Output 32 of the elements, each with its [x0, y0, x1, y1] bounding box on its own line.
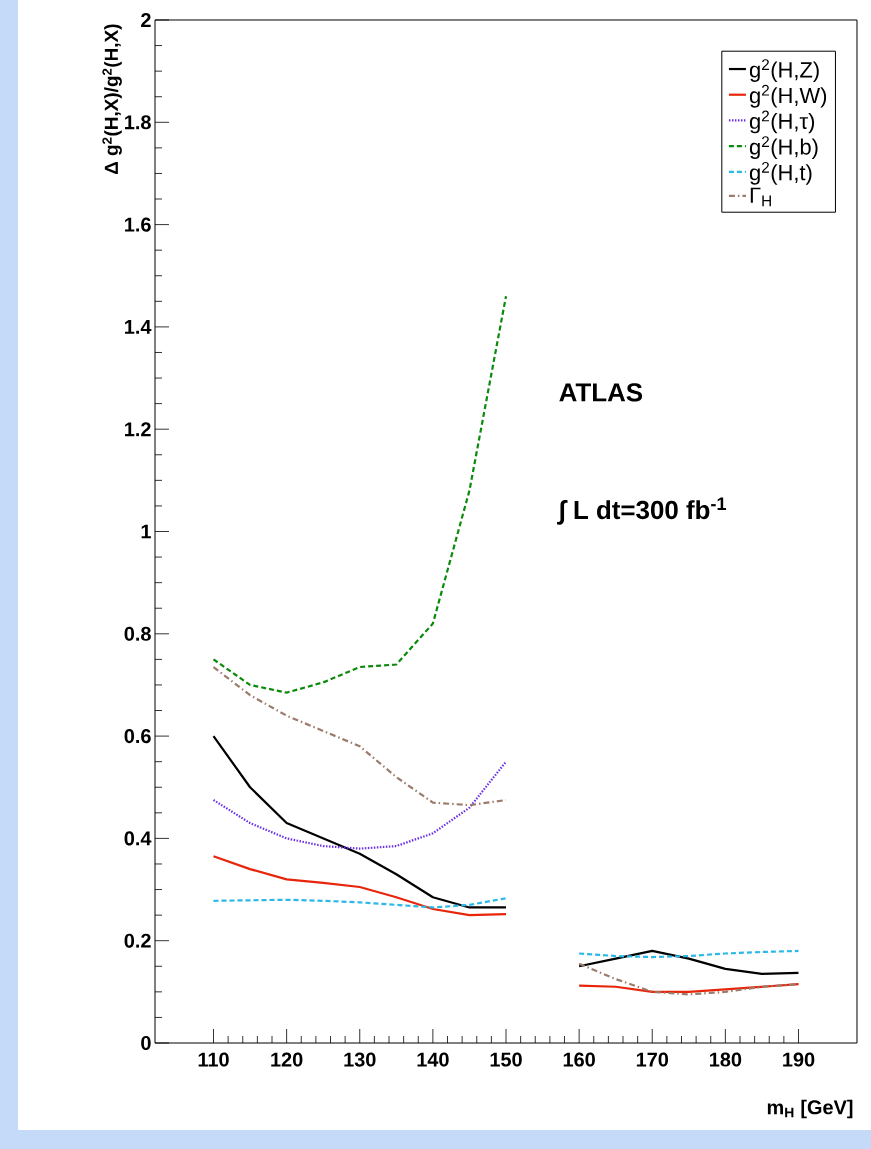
y-tick-label: 2: [141, 13, 151, 27]
annotation: ∫ L dt=300 fb$^{-1}$: [557, 497, 727, 525]
x-tick-label: 120: [271, 1052, 303, 1067]
x-tick-label: 160: [563, 1052, 595, 1067]
x-tick-label: 170: [636, 1052, 669, 1067]
y-tick-label: 0.8: [124, 626, 151, 641]
x-tick-label: 110: [198, 1052, 229, 1067]
legend-label: Γ$_{H}$: [750, 187, 771, 207]
line-series: [212, 295, 508, 694]
y-axis-title: Δ g$^{2}$(H,X)/g$^{2}$(H,X): [102, 24, 122, 175]
y-tick-label: 0.4: [124, 831, 152, 846]
x-tick-label: 150: [490, 1052, 522, 1067]
legend-label: g$^{2}$(H,b): [749, 136, 818, 160]
line-series: [212, 760, 508, 850]
x-axis-title: m$_{H}$ [GeV]: [767, 1099, 853, 1119]
y-tick-label: 0.6: [124, 729, 151, 744]
x-tick-label: 180: [710, 1052, 742, 1067]
y-tick-label: 1.2: [125, 422, 151, 437]
x-tick-label: 190: [783, 1052, 815, 1067]
legend-label: g$^{2}$(H,t): [749, 161, 812, 185]
y-tick-label: 1.6: [125, 217, 151, 232]
annotation: ATLAS: [559, 383, 643, 402]
legend-label: g$^{2}$(H,W): [749, 84, 827, 108]
legend-label: g$^{2}$(H,Z): [749, 59, 819, 82]
y-tick-label: 1.8: [125, 115, 151, 130]
x-tick-label: 130: [344, 1052, 376, 1067]
y-tick-label: 1: [141, 524, 151, 539]
legend-label: g$^{2}$(H,τ): [749, 110, 815, 134]
x-tick-label: 140: [417, 1052, 449, 1067]
y-tick-label: 1.4: [125, 320, 152, 334]
y-tick-label: 0: [141, 1035, 151, 1051]
y-tick-label: 0.2: [124, 933, 151, 948]
